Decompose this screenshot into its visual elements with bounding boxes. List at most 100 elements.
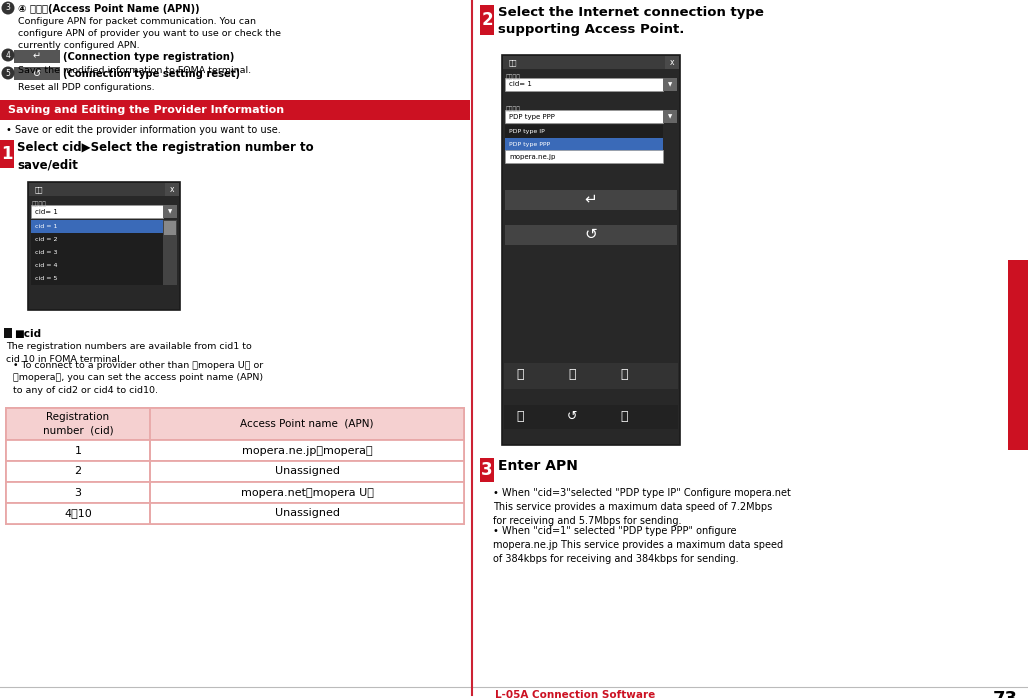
- Bar: [29, 183, 179, 196]
- Text: cid = 5: cid = 5: [35, 276, 58, 281]
- Text: 登録番号: 登録番号: [506, 74, 521, 80]
- Text: • When "cid=1" selected "PDP type PPP" onfigure
mopera.ne.jp This service provid: • When "cid=1" selected "PDP type PPP" o…: [493, 526, 783, 564]
- Bar: [503, 56, 680, 69]
- Bar: [505, 125, 663, 138]
- Text: PDP type PPP: PDP type PPP: [509, 114, 555, 119]
- Text: • Save or edit the provider information you want to use.: • Save or edit the provider information …: [6, 125, 281, 135]
- Bar: [31, 233, 163, 246]
- Text: • To connect to a provider other than 「mopera U」 or
「mopera」, you can set the ac: • To connect to a provider other than 「m…: [13, 361, 263, 395]
- Bar: [28, 182, 180, 310]
- Bar: [504, 405, 678, 429]
- Text: L-05A Connection Software: L-05A Connection Software: [495, 690, 655, 698]
- Text: ↺: ↺: [585, 226, 597, 242]
- Text: 2: 2: [481, 11, 492, 29]
- Text: ■cid: ■cid: [14, 329, 41, 339]
- Text: x: x: [670, 58, 674, 67]
- Bar: [480, 458, 494, 482]
- Text: 🔒: 🔒: [620, 369, 628, 382]
- Text: Select the Internet connection type
supporting Access Point.: Select the Internet connection type supp…: [498, 6, 764, 36]
- Bar: [505, 138, 663, 151]
- Text: Registration
number  (cid): Registration number (cid): [43, 413, 113, 436]
- Text: ▼: ▼: [668, 114, 672, 119]
- Text: Save the modified information to FOMA terminal.: Save the modified information to FOMA te…: [19, 66, 251, 75]
- Bar: [505, 150, 663, 163]
- Text: 4: 4: [5, 50, 10, 59]
- Bar: [663, 78, 677, 91]
- Text: 3: 3: [5, 3, 10, 13]
- Text: ↺: ↺: [33, 68, 41, 78]
- Bar: [505, 190, 677, 210]
- Text: ▼: ▼: [668, 82, 672, 87]
- Text: ↺: ↺: [566, 410, 578, 422]
- Text: 3: 3: [74, 487, 81, 498]
- Bar: [31, 259, 163, 272]
- Text: 🌍: 🌍: [516, 410, 523, 422]
- Bar: [163, 220, 177, 285]
- Text: cid= 1: cid= 1: [35, 209, 58, 214]
- Text: 4～10: 4～10: [64, 509, 91, 519]
- Bar: [480, 5, 494, 35]
- Bar: [31, 205, 163, 218]
- Text: Reset all PDP configurations.: Reset all PDP configurations.: [19, 83, 154, 92]
- Bar: [164, 221, 176, 235]
- Text: cid = 4: cid = 4: [35, 263, 58, 268]
- Bar: [505, 225, 677, 245]
- Bar: [6, 482, 464, 503]
- Bar: [6, 408, 464, 524]
- Text: 📶: 📶: [516, 369, 523, 382]
- Bar: [163, 205, 177, 218]
- Text: 3: 3: [481, 461, 492, 479]
- Text: Unassigned: Unassigned: [274, 466, 339, 477]
- Bar: [665, 56, 680, 69]
- Text: Configure APN for packet communication. You can
configure APN of provider you wa: Configure APN for packet communication. …: [19, 17, 281, 50]
- Text: 接続方式: 接続方式: [506, 106, 521, 112]
- Text: • When "cid=3"selected "PDP type IP" Configure mopera.net
This service provides : • When "cid=3"selected "PDP type IP" Con…: [493, 488, 791, 526]
- Text: mopera.ne.jp: mopera.ne.jp: [509, 154, 555, 160]
- Bar: [6, 408, 464, 440]
- Text: 1: 1: [1, 145, 12, 163]
- Bar: [4, 328, 12, 338]
- Text: (Connection type registration): (Connection type registration): [63, 52, 234, 62]
- Text: 73: 73: [992, 690, 1018, 698]
- Text: 2: 2: [74, 466, 81, 477]
- Text: 設定: 設定: [35, 186, 43, 193]
- Circle shape: [1, 1, 14, 15]
- Text: 5: 5: [5, 68, 10, 77]
- Text: cid = 3: cid = 3: [35, 250, 58, 255]
- Bar: [166, 183, 179, 196]
- Bar: [1008, 260, 1028, 450]
- Bar: [31, 272, 163, 285]
- Bar: [14, 50, 60, 63]
- Circle shape: [1, 66, 14, 80]
- Bar: [6, 503, 464, 524]
- Text: 🌐: 🌐: [620, 410, 628, 422]
- Bar: [505, 78, 663, 91]
- Bar: [14, 67, 60, 80]
- Bar: [502, 55, 680, 445]
- Text: x: x: [170, 185, 175, 194]
- Text: 1: 1: [74, 445, 81, 456]
- Text: 登録番号: 登録番号: [32, 201, 47, 207]
- Text: mopera.ne.jp「mopera」: mopera.ne.jp「mopera」: [242, 445, 372, 456]
- Text: Saving and Editing the Provider Information: Saving and Editing the Provider Informat…: [8, 105, 284, 115]
- Text: The registration numbers are available from cid1 to
cid 10 in FOMA terminal.: The registration numbers are available f…: [6, 342, 252, 364]
- Text: Unassigned: Unassigned: [274, 509, 339, 519]
- Text: Select cid▶Select the registration number to
save/edit: Select cid▶Select the registration numbe…: [17, 141, 314, 172]
- Text: ↵: ↵: [33, 52, 41, 61]
- Circle shape: [1, 48, 14, 61]
- Text: PDP type PPP: PDP type PPP: [509, 142, 550, 147]
- Text: (Connection type setting reset): (Connection type setting reset): [63, 69, 240, 79]
- Bar: [0, 140, 14, 168]
- Bar: [504, 363, 678, 389]
- Text: 🌐: 🌐: [568, 369, 576, 382]
- Bar: [31, 246, 163, 259]
- Text: cid = 2: cid = 2: [35, 237, 58, 242]
- Bar: [505, 110, 663, 123]
- Bar: [6, 461, 464, 482]
- Bar: [0, 100, 470, 120]
- Text: cid = 1: cid = 1: [35, 224, 58, 229]
- Text: cid= 1: cid= 1: [509, 82, 531, 87]
- Bar: [663, 110, 677, 123]
- Text: PDP type IP: PDP type IP: [509, 129, 545, 134]
- Text: Enter APN: Enter APN: [498, 459, 578, 473]
